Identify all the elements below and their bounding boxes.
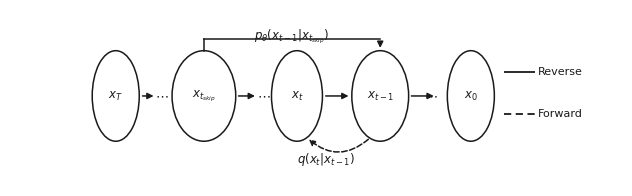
Text: Reverse: Reverse bbox=[537, 67, 582, 77]
Text: $x_{t_{skip}}$: $x_{t_{skip}}$ bbox=[192, 88, 216, 103]
Text: $x_{t-1}$: $x_{t-1}$ bbox=[367, 89, 394, 103]
FancyArrowPatch shape bbox=[310, 139, 368, 152]
Text: $\cdots$: $\cdots$ bbox=[424, 89, 437, 103]
Text: Forward: Forward bbox=[537, 109, 582, 119]
Text: $p_\theta(x_{t-1}|x_{t_{skip}})$: $p_\theta(x_{t-1}|x_{t_{skip}})$ bbox=[255, 28, 330, 46]
Text: $x_t$: $x_t$ bbox=[291, 89, 303, 103]
Text: $x_T$: $x_T$ bbox=[108, 89, 123, 103]
Text: $x_0$: $x_0$ bbox=[464, 89, 478, 103]
Text: $q(x_t|x_{t-1})$: $q(x_t|x_{t-1})$ bbox=[297, 151, 355, 168]
Text: $\cdots$: $\cdots$ bbox=[257, 89, 270, 103]
Text: $\cdots$: $\cdots$ bbox=[155, 89, 169, 103]
